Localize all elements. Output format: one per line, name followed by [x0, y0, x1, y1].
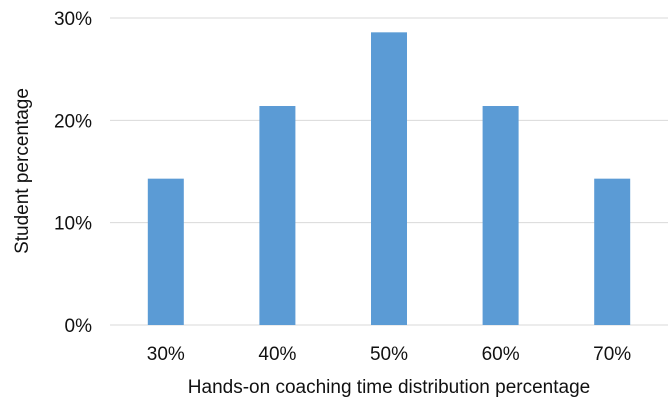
x-tick-label: 70%	[593, 344, 631, 365]
y-tick-labels: 0% 10% 20% 30%	[54, 9, 92, 337]
y-tick-label: 10%	[54, 214, 92, 235]
bars	[147, 32, 631, 326]
bar	[482, 106, 519, 325]
y-tick-label: 20%	[54, 111, 92, 132]
bar	[371, 32, 407, 326]
y-tick-label: 0%	[65, 316, 93, 337]
y-tick-label: 30%	[54, 9, 92, 30]
x-tick-label: 30%	[147, 344, 185, 365]
x-tick-label: 60%	[482, 344, 520, 365]
bar	[259, 106, 296, 325]
x-axis-title: Hands-on coaching time distribution perc…	[188, 377, 590, 398]
y-axis-title: Student percentage	[12, 88, 33, 254]
x-tick-label: 40%	[258, 344, 296, 365]
x-tick-label: 50%	[370, 344, 408, 365]
bar	[147, 178, 184, 325]
bar	[594, 178, 631, 325]
x-tick-labels: 30% 40% 50% 60% 70%	[147, 344, 632, 365]
